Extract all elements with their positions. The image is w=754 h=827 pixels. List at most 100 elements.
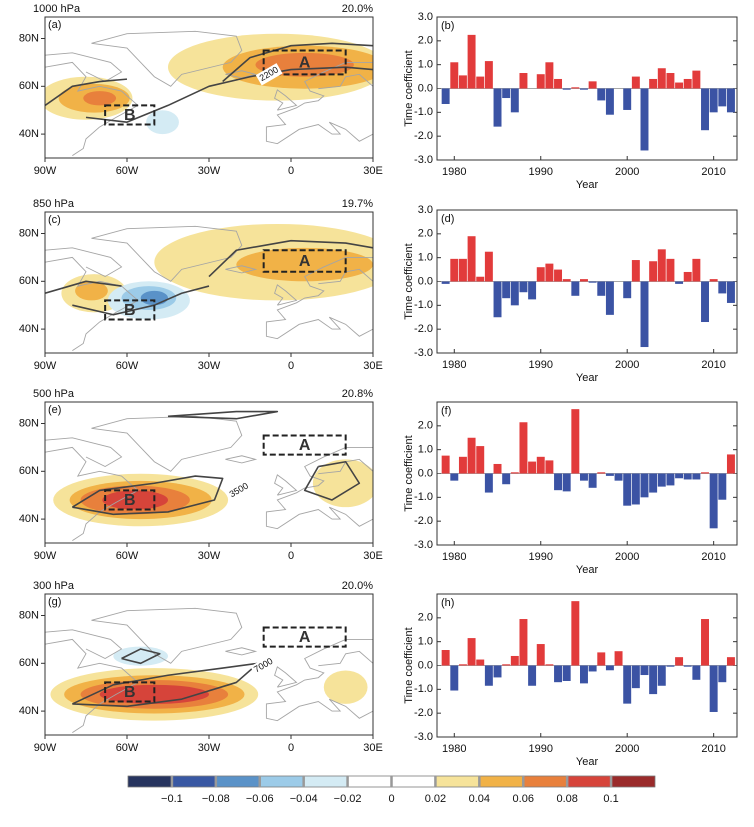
bar <box>510 472 519 474</box>
x-tick-label: 2010 <box>701 359 725 371</box>
y-tick-label: -3.0 <box>414 347 433 359</box>
bar <box>510 281 519 306</box>
panel-label: (h) <box>441 597 454 609</box>
y-tick-label: 0.0 <box>418 82 433 94</box>
x-axis-label: Year <box>576 372 599 384</box>
bar <box>528 281 537 300</box>
coastline <box>91 607 243 664</box>
colorbar-box <box>259 775 304 788</box>
bar <box>631 76 640 89</box>
bar <box>701 281 709 323</box>
bar <box>502 281 511 299</box>
colorbar-tick-label: 0 <box>388 793 394 805</box>
bar <box>467 34 476 89</box>
colorbar-box <box>523 775 568 788</box>
map-y-tick-label: 40N <box>19 323 39 335</box>
x-tick-label: 1980 <box>442 743 466 755</box>
bar <box>631 473 640 505</box>
bar <box>484 251 493 282</box>
x-axis-label: Year <box>576 564 599 576</box>
bar <box>502 88 511 99</box>
bar <box>588 473 597 488</box>
y-tick-label: -3.0 <box>414 731 433 743</box>
colorbar-tick-label: 0.08 <box>556 793 577 805</box>
bar <box>666 258 675 282</box>
y-tick-label: 2.0 <box>418 35 433 47</box>
anomaly-shade <box>323 670 368 704</box>
bar <box>605 281 614 315</box>
colorbar-box <box>391 775 436 788</box>
bar <box>519 281 528 293</box>
contour <box>85 66 373 123</box>
bar <box>692 665 701 680</box>
bar <box>441 455 450 474</box>
colorbar-box <box>566 775 612 788</box>
bar <box>588 81 597 89</box>
bar <box>726 454 735 474</box>
colorbar-box <box>610 775 656 788</box>
plot-frame <box>436 16 738 161</box>
y-axis-label: Time coefficient <box>403 50 415 126</box>
x-tick-label: 2000 <box>615 359 639 371</box>
bar <box>675 82 684 89</box>
map-y-tick-label: 80N <box>19 227 39 239</box>
map-y-tick-label: 60N <box>19 80 39 92</box>
bar <box>476 659 485 666</box>
contour <box>208 239 373 278</box>
bar <box>597 472 606 474</box>
bar <box>476 76 485 89</box>
colorbar-tick-label: −0.06 <box>246 793 274 805</box>
bar <box>536 267 545 282</box>
bar <box>718 473 727 500</box>
bar <box>605 665 614 671</box>
bar <box>545 263 554 282</box>
bar <box>597 652 606 666</box>
box-label: B <box>124 107 136 124</box>
colorbar-tick-label: −0.08 <box>202 793 230 805</box>
bar <box>709 88 718 113</box>
contour-label-bg <box>250 654 278 677</box>
y-tick-label: -3.0 <box>414 154 433 166</box>
bar <box>692 258 701 282</box>
y-tick-label: -2.0 <box>414 515 433 527</box>
bar <box>683 473 692 480</box>
map-y-tick-label: 80N <box>19 609 39 621</box>
contour <box>71 475 224 516</box>
colorbar-box <box>303 775 348 788</box>
bar <box>571 601 580 666</box>
y-tick-label: 2.0 <box>418 612 433 624</box>
bar <box>493 665 502 678</box>
bar <box>666 473 675 486</box>
coastline <box>91 225 243 282</box>
plot-frame <box>436 593 738 738</box>
bar <box>493 463 502 474</box>
bar <box>623 281 632 299</box>
bar <box>675 473 684 479</box>
bar <box>692 473 701 480</box>
box-label: A <box>299 437 311 454</box>
y-tick-label: -1.0 <box>414 106 433 118</box>
x-tick-label: 2010 <box>701 551 725 563</box>
bar <box>484 473 493 493</box>
colorbar-box <box>127 775 173 788</box>
x-axis-label: Year <box>576 756 599 768</box>
panel-label: (a) <box>48 19 61 31</box>
map-x-tick-label: 90W <box>34 742 57 754</box>
map-x-tick-label: 0 <box>288 550 294 562</box>
y-tick-label: 0.0 <box>418 659 433 671</box>
colorbar-box <box>215 775 260 788</box>
bar <box>666 665 675 667</box>
bar <box>597 88 606 101</box>
coastline <box>45 256 139 351</box>
anomaly-shade <box>312 459 373 508</box>
contour <box>222 42 373 83</box>
bar <box>458 75 467 89</box>
x-tick-label: 1990 <box>529 551 553 563</box>
coastline <box>225 265 258 274</box>
panel-label: (c) <box>48 214 61 226</box>
y-axis-label: Time coefficient <box>403 435 415 511</box>
y-tick-label: 1.0 <box>418 59 433 71</box>
bar <box>640 88 649 151</box>
coastline <box>45 629 123 660</box>
bar <box>726 88 735 113</box>
